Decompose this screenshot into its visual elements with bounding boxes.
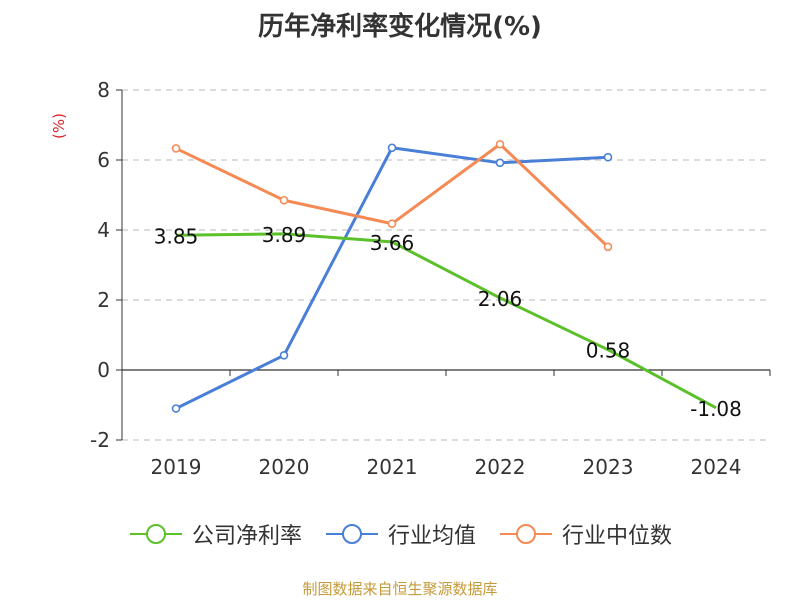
legend-symbol xyxy=(129,524,182,544)
data-point xyxy=(603,152,613,162)
grid-lines xyxy=(122,89,770,441)
y-tick-label: -2 xyxy=(90,428,110,452)
x-tick-label: 2023 xyxy=(583,455,634,479)
data-point xyxy=(603,242,613,252)
data-point xyxy=(387,219,397,228)
data-label: -1.08 xyxy=(690,397,742,421)
legend-marker xyxy=(516,524,536,544)
legend-label: 行业中位数 xyxy=(562,524,673,549)
x-tick-label: 2021 xyxy=(367,455,418,479)
data-point xyxy=(171,404,181,413)
y-tick-label: 8 xyxy=(97,78,110,102)
x-tick-label: 2024 xyxy=(691,455,742,479)
x-tick-label: 2022 xyxy=(475,455,526,479)
legend-item[interactable]: 行业均值 xyxy=(324,518,476,550)
data-label: 3.85 xyxy=(154,224,199,248)
y-tick-label: 6 xyxy=(97,148,110,172)
legend-item[interactable]: 行业中位数 xyxy=(498,518,672,550)
y-tick-label: 0 xyxy=(97,358,110,382)
x-tick-label: 2020 xyxy=(259,455,310,479)
legend-marker xyxy=(341,524,362,544)
legend-label: 行业均值 xyxy=(387,524,476,549)
axes: -2 0 2 4 6 8 2019 2020 2021 2022 2023 2024 xyxy=(90,78,771,479)
data-label: 3.89 xyxy=(262,223,307,247)
legend: 公司净利率 行业均值 行业中位数 xyxy=(0,518,800,550)
data-point xyxy=(171,144,181,153)
data-point xyxy=(279,195,289,205)
data-label: 0.58 xyxy=(586,339,631,363)
legend-marker xyxy=(145,524,166,544)
series-lines xyxy=(171,139,717,413)
data-point xyxy=(279,350,289,360)
data-label: 2.06 xyxy=(478,287,523,311)
data-point xyxy=(387,143,397,153)
data-point xyxy=(495,139,505,149)
data-labels: 3.85 3.89 3.66 2.06 0.58 -1.08 xyxy=(154,223,742,421)
legend-item[interactable]: 公司净利率 xyxy=(128,518,302,550)
line-chart: (%) -2 0 2 4 6 8 2019 2020 2021 2022 2023 2024 3.85… xyxy=(50,78,771,479)
chart-title: 历年净利率变化情况(%) xyxy=(258,12,542,42)
legend-symbol xyxy=(500,524,552,544)
legend-symbol xyxy=(325,524,378,544)
legend-label: 公司净利率 xyxy=(191,524,302,549)
y-tick-label: 2 xyxy=(97,288,110,312)
series-line xyxy=(175,232,717,410)
y-tick-label: 4 xyxy=(97,218,110,242)
data-point xyxy=(495,158,505,168)
source-note: 制图数据来自恒生聚源数据库 xyxy=(302,580,498,598)
x-tick-label: 2019 xyxy=(151,455,202,479)
data-label: 3.66 xyxy=(370,231,415,255)
y-axis-label: (%) xyxy=(50,113,68,139)
